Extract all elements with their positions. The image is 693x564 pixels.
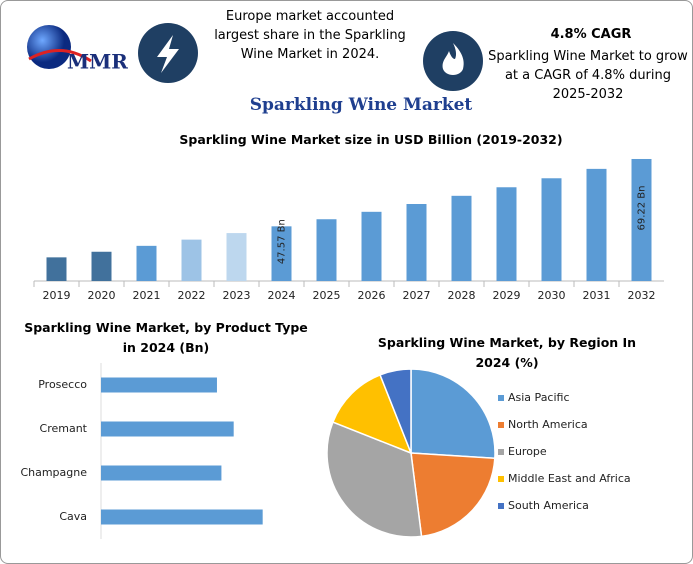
x-tick-label: 2030 — [538, 289, 566, 302]
pie-slice — [379, 368, 412, 454]
x-tick-label: 2032 — [628, 289, 656, 302]
bar — [451, 195, 472, 281]
legend-label: Middle East and Africa — [508, 472, 631, 485]
x-tick-label: 2020 — [88, 289, 116, 302]
x-tick-label: 2019 — [43, 289, 71, 302]
bar — [136, 245, 157, 281]
y-tick-label: Prosecco — [38, 378, 87, 391]
pie-slice — [331, 373, 413, 455]
x-tick-label: 2022 — [178, 289, 206, 302]
note: Europe market accounted largest share in… — [214, 9, 406, 62]
y-tick-label: Cremant — [40, 422, 88, 435]
logo-globe — [27, 25, 71, 69]
x-tick-label: 2024 — [268, 289, 296, 302]
bar — [101, 421, 234, 437]
value-label: 47.57 Bn — [277, 219, 288, 264]
bar — [271, 226, 292, 281]
legend-swatch — [498, 449, 504, 455]
flame — [442, 43, 464, 75]
legend-label: North America — [508, 418, 588, 431]
legend-label: South America — [508, 499, 589, 512]
x-tick-label: 2026 — [358, 289, 386, 302]
bar — [586, 168, 607, 281]
cagr-title: 4.8% CAGR — [550, 27, 632, 42]
chart-title: Sparkling Wine Market size in USD Billio… — [179, 132, 563, 147]
bar — [101, 465, 222, 481]
legend-label: Asia Pacific — [508, 391, 570, 404]
x-tick-label: 2028 — [448, 289, 476, 302]
x-tick-label: 2023 — [223, 289, 251, 302]
bar — [631, 158, 652, 281]
bar — [91, 251, 112, 281]
bolt — [157, 35, 179, 73]
pie-slice — [410, 452, 496, 538]
legend-swatch — [498, 422, 504, 428]
bar — [181, 239, 202, 281]
y-tick-label: Cava — [59, 510, 87, 523]
bar — [101, 509, 263, 525]
chart-title: Sparkling Wine Market, by Region In 2024… — [377, 335, 637, 370]
legend-swatch — [498, 503, 504, 509]
note: Sparkling Wine Market to grow at a CAGR … — [488, 49, 688, 102]
bar — [361, 211, 382, 281]
main-title: Sparkling Wine Market — [249, 95, 473, 115]
bar — [541, 178, 562, 281]
bar — [496, 187, 517, 281]
value-label: 69.22 Bn — [637, 185, 648, 230]
x-tick-label: 2027 — [403, 289, 431, 302]
pie-slice — [326, 421, 423, 538]
bar — [406, 204, 427, 281]
legend-swatch — [498, 476, 504, 482]
pie-slice — [410, 368, 496, 460]
y-tick-label: Champagne — [20, 466, 87, 479]
x-tick-label: 2031 — [583, 289, 611, 302]
bar — [226, 233, 247, 281]
x-tick-label: 2029 — [493, 289, 521, 302]
bar — [46, 257, 67, 281]
logo-swoosh — [28, 49, 92, 63]
x-tick-label: 2025 — [313, 289, 341, 302]
bar — [316, 219, 337, 281]
legend-swatch — [498, 395, 504, 401]
logo-text: MMR — [67, 50, 128, 74]
legend-label: Europe — [508, 445, 547, 458]
x-tick-label: 2021 — [133, 289, 161, 302]
chart-title: Sparkling Wine Market, by Product Type i… — [24, 320, 308, 355]
bar — [101, 377, 217, 393]
